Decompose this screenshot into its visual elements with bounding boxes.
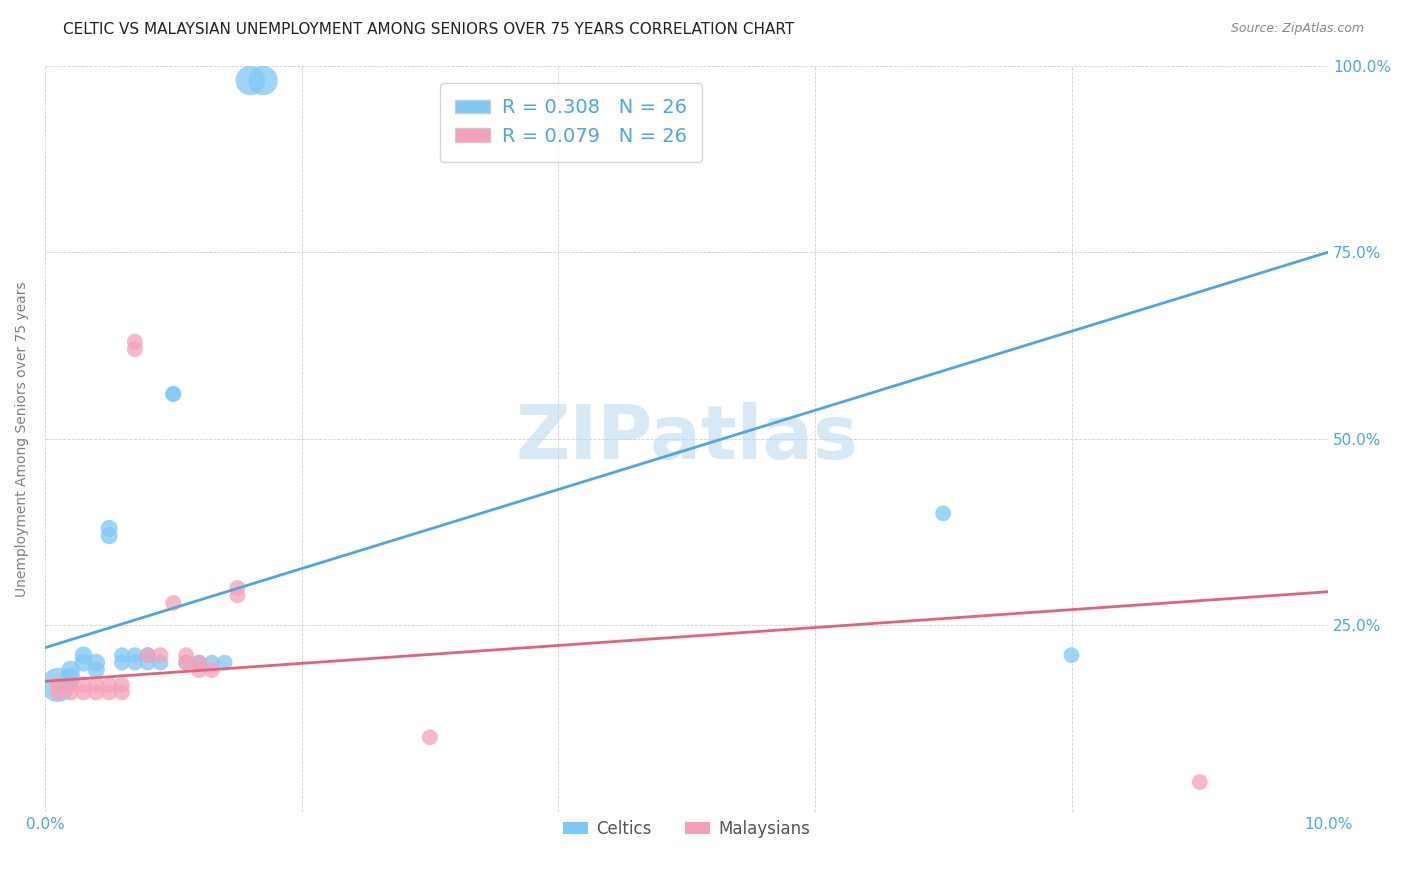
Point bbox=[162, 387, 184, 401]
Point bbox=[46, 678, 69, 692]
Point bbox=[72, 656, 94, 670]
Point bbox=[59, 663, 82, 677]
Point bbox=[162, 596, 184, 610]
Point bbox=[46, 678, 69, 692]
Point bbox=[98, 685, 121, 699]
Point bbox=[111, 678, 134, 692]
Point bbox=[124, 342, 146, 356]
Point bbox=[188, 656, 211, 670]
Y-axis label: Unemployment Among Seniors over 75 years: Unemployment Among Seniors over 75 years bbox=[15, 281, 30, 597]
Point bbox=[124, 648, 146, 662]
Point bbox=[136, 656, 159, 670]
Text: ZIPatlas: ZIPatlas bbox=[515, 402, 858, 475]
Point bbox=[59, 685, 82, 699]
Point bbox=[84, 678, 107, 692]
Point bbox=[174, 656, 197, 670]
Point bbox=[46, 685, 69, 699]
Point bbox=[136, 648, 159, 662]
Point bbox=[226, 589, 249, 603]
Point bbox=[59, 671, 82, 685]
Point bbox=[201, 663, 224, 677]
Point bbox=[111, 685, 134, 699]
Point bbox=[72, 685, 94, 699]
Point bbox=[201, 656, 224, 670]
Point bbox=[188, 663, 211, 677]
Point bbox=[1060, 648, 1083, 662]
Point bbox=[174, 656, 197, 670]
Point bbox=[84, 685, 107, 699]
Point bbox=[98, 521, 121, 535]
Point bbox=[419, 731, 441, 745]
Point bbox=[252, 73, 274, 87]
Point bbox=[239, 73, 262, 87]
Point bbox=[174, 648, 197, 662]
Point bbox=[1188, 775, 1211, 789]
Legend: Celtics, Malaysians: Celtics, Malaysians bbox=[557, 814, 817, 845]
Point bbox=[162, 387, 184, 401]
Point bbox=[124, 656, 146, 670]
Point bbox=[214, 656, 236, 670]
Point bbox=[136, 648, 159, 662]
Point bbox=[98, 529, 121, 543]
Point bbox=[59, 678, 82, 692]
Point bbox=[98, 678, 121, 692]
Text: Source: ZipAtlas.com: Source: ZipAtlas.com bbox=[1230, 22, 1364, 36]
Point bbox=[188, 656, 211, 670]
Text: CELTIC VS MALAYSIAN UNEMPLOYMENT AMONG SENIORS OVER 75 YEARS CORRELATION CHART: CELTIC VS MALAYSIAN UNEMPLOYMENT AMONG S… bbox=[63, 22, 794, 37]
Point bbox=[72, 678, 94, 692]
Point bbox=[226, 581, 249, 595]
Point bbox=[149, 648, 172, 662]
Point bbox=[149, 656, 172, 670]
Point bbox=[932, 507, 955, 521]
Point bbox=[124, 334, 146, 349]
Point bbox=[111, 656, 134, 670]
Point bbox=[84, 663, 107, 677]
Point bbox=[72, 648, 94, 662]
Point bbox=[84, 656, 107, 670]
Point bbox=[111, 648, 134, 662]
